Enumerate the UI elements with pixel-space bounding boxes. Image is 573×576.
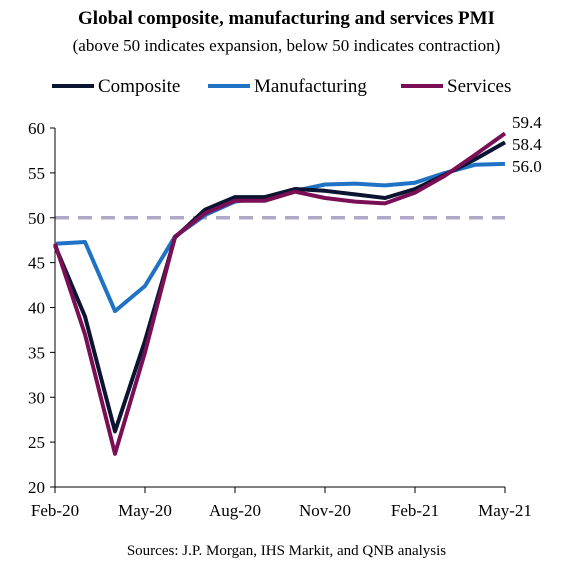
x-tick-label: Feb-21 <box>391 501 439 520</box>
x-tick-label: May-21 <box>478 501 532 520</box>
x-tick-label: Aug-20 <box>209 501 261 520</box>
legend-label-manufacturing: Manufacturing <box>254 76 367 97</box>
x-tick-label: Nov-20 <box>299 501 351 520</box>
x-tick-label: May-20 <box>118 501 172 520</box>
y-tick-label: 20 <box>28 478 45 497</box>
legend-label-composite: Composite <box>98 76 180 97</box>
y-tick-label: 50 <box>28 209 45 228</box>
series-line-manufacturing <box>54 161 506 314</box>
chart-title: Global composite, manufacturing and serv… <box>78 8 495 29</box>
x-tick-label: Feb-20 <box>31 501 79 520</box>
y-tick-label: 45 <box>28 254 45 273</box>
y-tick-label: 55 <box>28 164 45 183</box>
legend-label-services: Services <box>447 76 511 97</box>
end-label-composite: 58.4 <box>512 135 542 154</box>
y-tick-label: 25 <box>28 433 45 452</box>
y-tick-label: 30 <box>28 388 45 407</box>
series-line-composite <box>53 140 506 434</box>
end-label-services: 59.4 <box>512 113 542 132</box>
chart-source: Sources: J.P. Morgan, IHS Markit, and QN… <box>126 543 447 559</box>
y-tick-label: 60 <box>28 119 45 138</box>
end-label-manufacturing: 56.0 <box>512 157 542 176</box>
y-tick-label: 40 <box>28 299 45 318</box>
y-tick-label: 35 <box>28 343 45 362</box>
chart-subtitle: (above 50 indicates expansion, below 50 … <box>72 36 501 55</box>
series-line-services <box>53 131 507 456</box>
